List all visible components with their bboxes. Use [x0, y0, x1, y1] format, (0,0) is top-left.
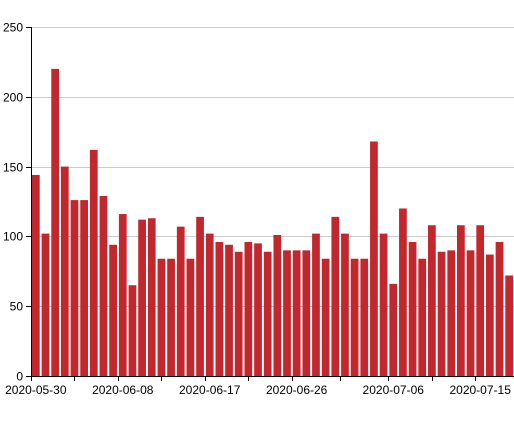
bar-2020-07-04 [370, 141, 378, 376]
bar-2020-06-09 [128, 285, 137, 376]
bar-2020-07-16 [485, 254, 494, 376]
y-axis: 0 50 100 150 200 250 [3, 21, 32, 384]
bar-2020-06-12 [157, 258, 166, 376]
bar-2020-06-20 [234, 251, 243, 376]
bar-2020-05-31 [41, 233, 50, 376]
bar-2020-06-27 [302, 250, 311, 376]
bars [31, 68, 514, 376]
bar-2020-06-29 [321, 258, 330, 376]
bar-2020-06-03 [70, 200, 79, 376]
bar-2020-06-26 [292, 250, 301, 376]
bar-2020-07-18 [505, 275, 514, 376]
bar-2020-06-25 [283, 250, 291, 376]
bar-2020-06-16 [196, 216, 204, 376]
bar-2020-07-10 [428, 225, 436, 376]
x-tick-label: 2020-06-17 [179, 383, 241, 397]
x-tick-label: 2020-07-15 [449, 383, 511, 397]
bar-2020-06-24 [273, 235, 282, 376]
bar-2020-07-07 [399, 208, 407, 376]
y-tick-label: 50 [10, 300, 24, 314]
bar-2020-07-12 [447, 250, 456, 376]
x-tick-label: 2020-06-08 [92, 383, 154, 397]
bar-2020-07-02 [350, 258, 359, 376]
bar-2020-06-18 [215, 241, 224, 376]
bar-2020-07-13 [457, 225, 465, 376]
bar-2020-06-17 [205, 233, 214, 376]
bar-2020-06-05 [89, 149, 98, 376]
bar-2020-07-14 [466, 250, 475, 376]
x-tick-label: 2020-05-30 [5, 383, 67, 397]
bar-2020-06-02 [60, 166, 69, 376]
bar-2020-06-30 [331, 216, 340, 376]
bar-2020-06-21 [244, 241, 253, 376]
bar-2020-06-14 [176, 226, 185, 376]
bar-2020-06-07 [109, 244, 117, 376]
y-tick-label: 100 [3, 230, 23, 244]
bar-2020-06-19 [225, 244, 233, 376]
bar-2020-06-22 [254, 243, 262, 376]
bar-2020-06-08 [118, 214, 127, 376]
bar-2020-06-10 [138, 219, 146, 376]
bar-2020-07-11 [437, 251, 446, 376]
y-tick-label: 250 [3, 21, 23, 35]
bar-2020-07-05 [379, 233, 388, 376]
bar-2020-07-15 [476, 225, 485, 376]
y-tick-label: 150 [3, 161, 23, 175]
bar-2020-06-04 [80, 200, 88, 376]
bar-2020-06-06 [99, 195, 108, 376]
bar-2020-05-30 [31, 174, 40, 376]
bar-2020-06-01 [51, 68, 60, 376]
y-tick-label: 0 [16, 370, 23, 384]
bar-2020-06-28 [312, 233, 320, 376]
bar-2020-07-09 [418, 258, 427, 376]
x-tick-label: 2020-06-26 [266, 383, 328, 397]
bar-2020-06-23 [263, 251, 272, 376]
bar-2020-06-11 [147, 218, 156, 376]
bar-2020-07-06 [389, 283, 398, 376]
x-axis: 2020-05-30 2020-06-08 2020-06-17 2020-06-26… [5, 376, 514, 397]
bar-2020-06-15 [186, 258, 195, 376]
bar-2020-07-03 [360, 258, 369, 376]
x-tick-label: 2020-07-06 [363, 383, 425, 397]
bar-2020-06-13 [167, 258, 175, 376]
bar-2020-07-01 [341, 233, 349, 376]
bar-2020-07-17 [495, 241, 504, 376]
y-tick-label: 200 [3, 91, 23, 105]
bar-2020-07-08 [408, 241, 417, 376]
